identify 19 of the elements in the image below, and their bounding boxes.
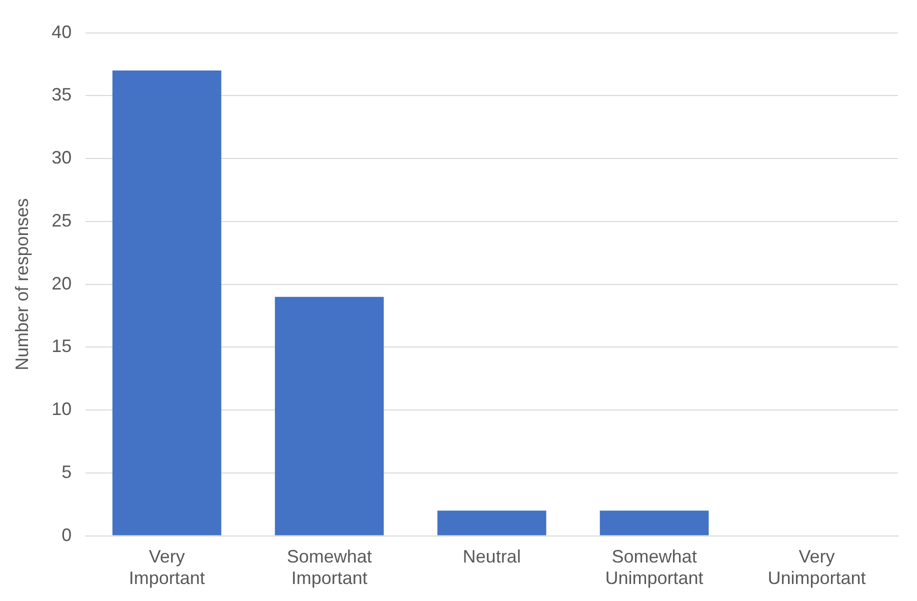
bar [112, 70, 222, 536]
y-tick-label: 40 [52, 22, 72, 42]
x-tick-label: Somewhat Important [286, 546, 372, 588]
bar [437, 510, 546, 536]
y-tick-label: 25 [52, 210, 72, 230]
y-tick-label: 0 [62, 524, 72, 545]
y-tick-label: 10 [52, 399, 72, 420]
y-tick-label: 15 [52, 336, 72, 356]
x-tick-label: Somewhat Unimportant [605, 546, 704, 588]
bar [274, 296, 384, 536]
x-tick-label: Very Important [128, 546, 205, 588]
y-tick-label: 30 [52, 148, 72, 168]
y-tick-label: 35 [52, 84, 72, 105]
y-tick-label: 20 [52, 273, 72, 294]
x-tick-label: Neutral [462, 546, 521, 567]
bar [600, 510, 709, 536]
x-tick-label: Very Unimportant [768, 546, 866, 588]
y-tick-label: 5 [62, 462, 72, 482]
y-axis-title: Number of responses [12, 198, 32, 370]
